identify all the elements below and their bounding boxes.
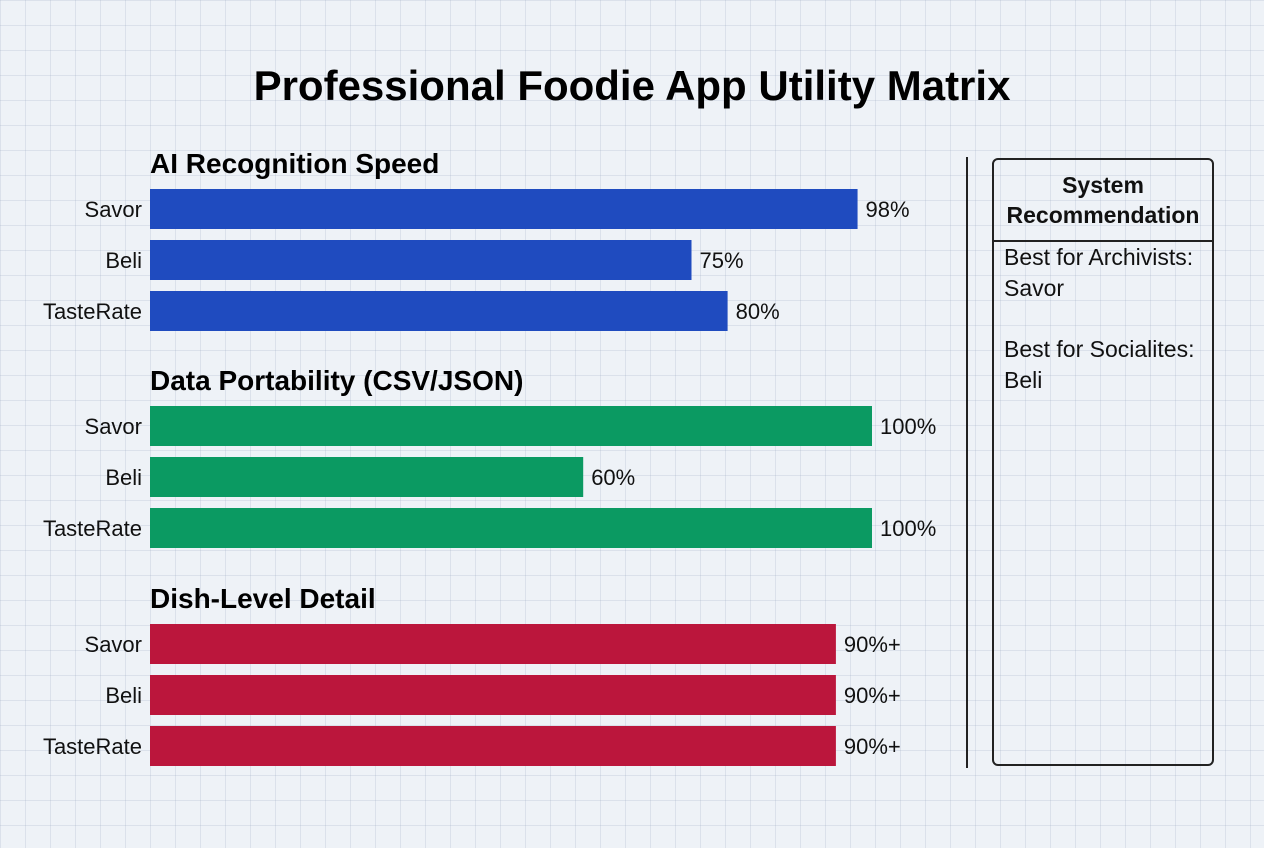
value-label: 75% [700, 248, 744, 273]
row-label: Beli [105, 683, 142, 708]
group-title: Data Portability (CSV/JSON) [150, 365, 523, 396]
recommendation-socialites: Best for Socialites: Beli [1004, 336, 1195, 393]
bar [150, 406, 872, 446]
chart-title: Professional Foodie App Utility Matrix [253, 62, 1011, 109]
value-label: 90%+ [844, 632, 901, 657]
row-label: TasteRate [43, 516, 142, 541]
value-label: 60% [591, 465, 635, 490]
row-label: Savor [85, 197, 142, 222]
value-label: 100% [880, 516, 936, 541]
bar [150, 726, 836, 766]
bar [150, 675, 836, 715]
group-title: AI Recognition Speed [150, 148, 439, 179]
row-label: Beli [105, 465, 142, 490]
row-label: TasteRate [43, 299, 142, 324]
recommendation-archivists: Best for Archivists: Savor [1004, 244, 1194, 301]
recommendation-header: System Recommendation [994, 160, 1212, 242]
value-label: 80% [736, 299, 780, 324]
bar [150, 291, 728, 331]
bar-chart: AI Recognition Speed Savor 98% Beli 75% Taste… [43, 148, 936, 766]
recommendation-panel: System Recommendation Best for Archivist… [992, 158, 1214, 766]
row-label: TasteRate [43, 734, 142, 759]
value-label: 90%+ [844, 683, 901, 708]
row-label: Beli [105, 248, 142, 273]
value-label: 98% [866, 197, 910, 222]
value-label: 90%+ [844, 734, 901, 759]
panel-divider [966, 157, 968, 768]
group-title: Dish-Level Detail [150, 583, 376, 614]
bar [150, 240, 692, 280]
bar [150, 624, 836, 664]
row-label: Savor [85, 414, 142, 439]
value-label: 100% [880, 414, 936, 439]
row-label: Savor [85, 632, 142, 657]
bar [150, 457, 584, 497]
bar [150, 189, 858, 229]
bar [150, 508, 872, 548]
